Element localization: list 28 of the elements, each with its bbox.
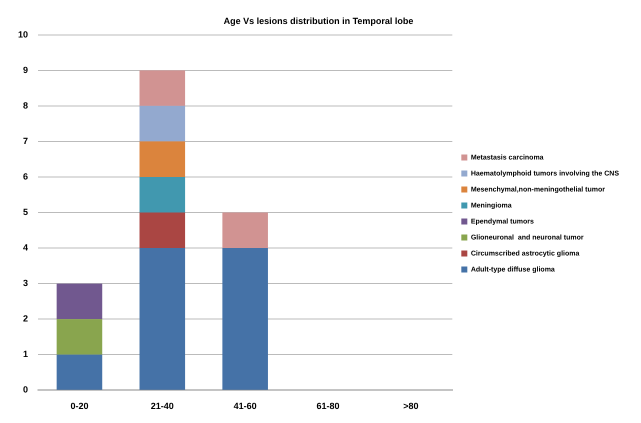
y-tick-label: 10 xyxy=(18,29,28,40)
bar xyxy=(56,284,102,320)
bar xyxy=(56,319,102,355)
y-tick-label: 2 xyxy=(22,314,28,324)
y-tick-label: 3 xyxy=(22,278,28,288)
bar xyxy=(140,70,186,106)
bar xyxy=(140,141,186,177)
y-tick-label: 8 xyxy=(22,100,28,110)
bar xyxy=(140,106,186,142)
bar xyxy=(140,176,186,212)
bar xyxy=(222,212,268,248)
y-tick-label: 9 xyxy=(22,64,28,75)
bar xyxy=(222,248,268,390)
bar xyxy=(140,248,186,390)
chart-title: Age Vs lesions distribution in Temporal lobe xyxy=(224,16,414,26)
y-tick-label: 6 xyxy=(22,171,28,182)
x-tick-label: >80 xyxy=(403,401,419,412)
y-tick-label: 4 xyxy=(22,242,28,253)
x-tick-label: 61-80 xyxy=(316,401,340,412)
x-tick-label: 21-40 xyxy=(150,401,174,412)
y-tick-label: 1 xyxy=(22,349,28,360)
x-tick-label: 41-60 xyxy=(234,401,257,412)
x-tick-label: 0-20 xyxy=(70,401,88,412)
y-tick-label: 5 xyxy=(22,206,28,217)
y-tick-label: 0 xyxy=(22,384,28,395)
y-tick-label: 7 xyxy=(22,136,28,146)
bar xyxy=(56,354,102,390)
bar xyxy=(140,212,186,248)
